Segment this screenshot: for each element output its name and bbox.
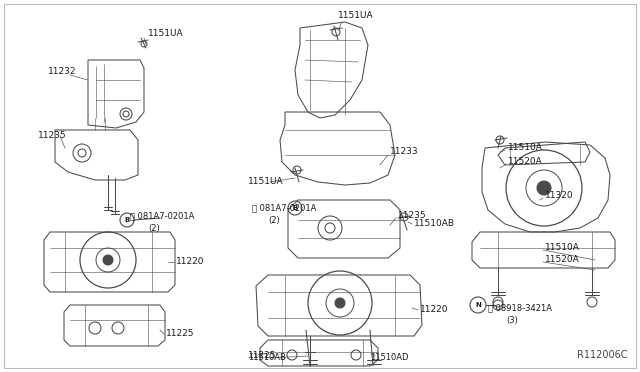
Text: 11510AB: 11510AB <box>248 353 286 362</box>
Text: 11225: 11225 <box>248 350 276 359</box>
Text: (2): (2) <box>268 215 280 224</box>
Text: 11510A: 11510A <box>508 144 543 153</box>
Text: 11233: 11233 <box>390 148 419 157</box>
Text: (2): (2) <box>148 224 160 232</box>
Text: 11225: 11225 <box>166 330 195 339</box>
Text: Ⓑ 081A7-0201A: Ⓑ 081A7-0201A <box>252 203 316 212</box>
Text: B: B <box>124 217 130 223</box>
Circle shape <box>335 298 345 308</box>
Text: 1151UA: 1151UA <box>248 177 284 186</box>
Text: 1151UA: 1151UA <box>148 29 184 38</box>
Text: 11520A: 11520A <box>545 256 580 264</box>
Text: N: N <box>475 302 481 308</box>
Text: 11232: 11232 <box>48 67 77 77</box>
Text: B: B <box>292 205 298 211</box>
Text: 11510AD: 11510AD <box>370 353 408 362</box>
Text: 11320: 11320 <box>545 190 573 199</box>
Text: 11220: 11220 <box>176 257 205 266</box>
Text: 11220: 11220 <box>420 305 449 314</box>
Circle shape <box>537 181 551 195</box>
Text: Ⓑ 081A7-0201A: Ⓑ 081A7-0201A <box>130 212 195 221</box>
Text: (3): (3) <box>506 315 518 324</box>
Text: 11235: 11235 <box>398 211 427 219</box>
Text: 11520A: 11520A <box>508 157 543 167</box>
Text: R112006C: R112006C <box>577 350 628 360</box>
Text: 11235: 11235 <box>38 131 67 141</box>
Circle shape <box>103 255 113 265</box>
Text: 11510A: 11510A <box>545 244 580 253</box>
Text: 11510AB: 11510AB <box>414 219 455 228</box>
Text: Ⓝ 08918-3421A: Ⓝ 08918-3421A <box>488 304 552 312</box>
Text: 1151UA: 1151UA <box>338 12 374 20</box>
